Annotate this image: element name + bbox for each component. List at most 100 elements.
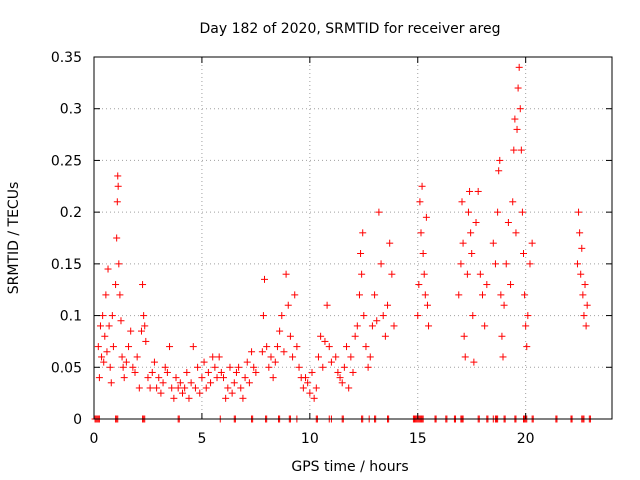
data-point (524, 312, 532, 320)
data-point (243, 358, 251, 366)
data-point (241, 374, 249, 382)
data-point (258, 348, 266, 356)
data-point (207, 379, 215, 387)
y-tick-label: 0 (73, 412, 82, 428)
data-point (196, 389, 204, 397)
data-point (495, 167, 503, 175)
data-point (474, 187, 482, 195)
data-point (226, 363, 234, 371)
data-point (580, 312, 588, 320)
data-point (98, 353, 106, 361)
data-point (357, 250, 365, 258)
data-point (194, 363, 202, 371)
x-tick-label: 15 (409, 431, 427, 447)
data-point (99, 312, 107, 320)
data-point (135, 384, 143, 392)
data-point (498, 332, 506, 340)
data-point (191, 384, 199, 392)
data-point (371, 291, 379, 299)
data-point (472, 218, 480, 226)
data-point (511, 115, 519, 123)
data-point (302, 374, 310, 382)
chart-title: Day 182 of 2020, SRMTID for receiver are… (200, 21, 501, 37)
data-point (211, 363, 219, 371)
data-point (575, 208, 583, 216)
data-point (345, 384, 353, 392)
data-point (306, 389, 314, 397)
data-point (579, 291, 587, 299)
data-point (209, 353, 217, 361)
data-point (96, 322, 104, 330)
data-point (504, 218, 512, 226)
data-point (133, 353, 141, 361)
data-point (364, 363, 372, 371)
data-point (379, 312, 387, 320)
data-point (458, 198, 466, 206)
data-point (351, 332, 359, 340)
data-point (327, 358, 335, 366)
data-point (521, 291, 529, 299)
data-point (189, 343, 197, 351)
x-tick-label: 5 (197, 431, 206, 447)
data-point (183, 368, 191, 376)
data-point (174, 384, 182, 392)
data-point (139, 281, 147, 289)
data-point (261, 275, 269, 283)
data-point (113, 234, 121, 242)
data-point (573, 260, 581, 268)
data-point (515, 63, 523, 71)
data-point (235, 363, 243, 371)
x-tick-label: 0 (90, 431, 99, 447)
data-point (353, 322, 361, 330)
data-point (332, 353, 340, 361)
data-point (116, 291, 124, 299)
data-point (273, 343, 281, 351)
data-point (213, 374, 221, 382)
data-point (459, 239, 467, 247)
data-point (516, 105, 524, 113)
data-point (232, 368, 240, 376)
data-point (295, 363, 303, 371)
data-point (457, 260, 465, 268)
data-point (496, 156, 504, 164)
y-tick-label: 0.05 (51, 360, 82, 376)
data-point (185, 394, 193, 402)
data-point (479, 291, 486, 299)
tick-labels: 0 0.05 0.1 0.15 0.2 0.25 0.3 0.35 0 5 10 15 20 (51, 50, 535, 447)
y-axis-label: SRMTID / TECUs (6, 182, 22, 295)
data-point (319, 363, 327, 371)
data-point (252, 368, 260, 376)
data-point (308, 368, 316, 376)
y-tick-label: 0.1 (60, 309, 82, 325)
data-point (523, 343, 531, 351)
data-point (384, 301, 392, 309)
data-point (455, 291, 463, 299)
data-point (222, 394, 230, 402)
data-point (100, 358, 108, 366)
data-point (170, 394, 178, 402)
data-point (140, 312, 148, 320)
data-point (176, 379, 184, 387)
data-point (416, 198, 424, 206)
data-point (422, 213, 430, 221)
data-point (423, 301, 431, 309)
data-point (103, 348, 111, 356)
data-point (137, 327, 145, 335)
data-point (265, 363, 273, 371)
data-point (168, 384, 176, 392)
data-point (202, 384, 210, 392)
data-point (470, 358, 478, 366)
x-tick-label: 20 (517, 431, 535, 447)
data-point (150, 358, 158, 366)
data-point (220, 374, 227, 382)
data-point (388, 270, 396, 278)
data-point (259, 312, 267, 320)
data-point (224, 384, 232, 392)
data-point (460, 332, 468, 340)
data-point (514, 84, 522, 92)
data-point (494, 208, 502, 216)
data-point (483, 281, 491, 289)
data-point (576, 229, 584, 237)
data-point (204, 368, 212, 376)
